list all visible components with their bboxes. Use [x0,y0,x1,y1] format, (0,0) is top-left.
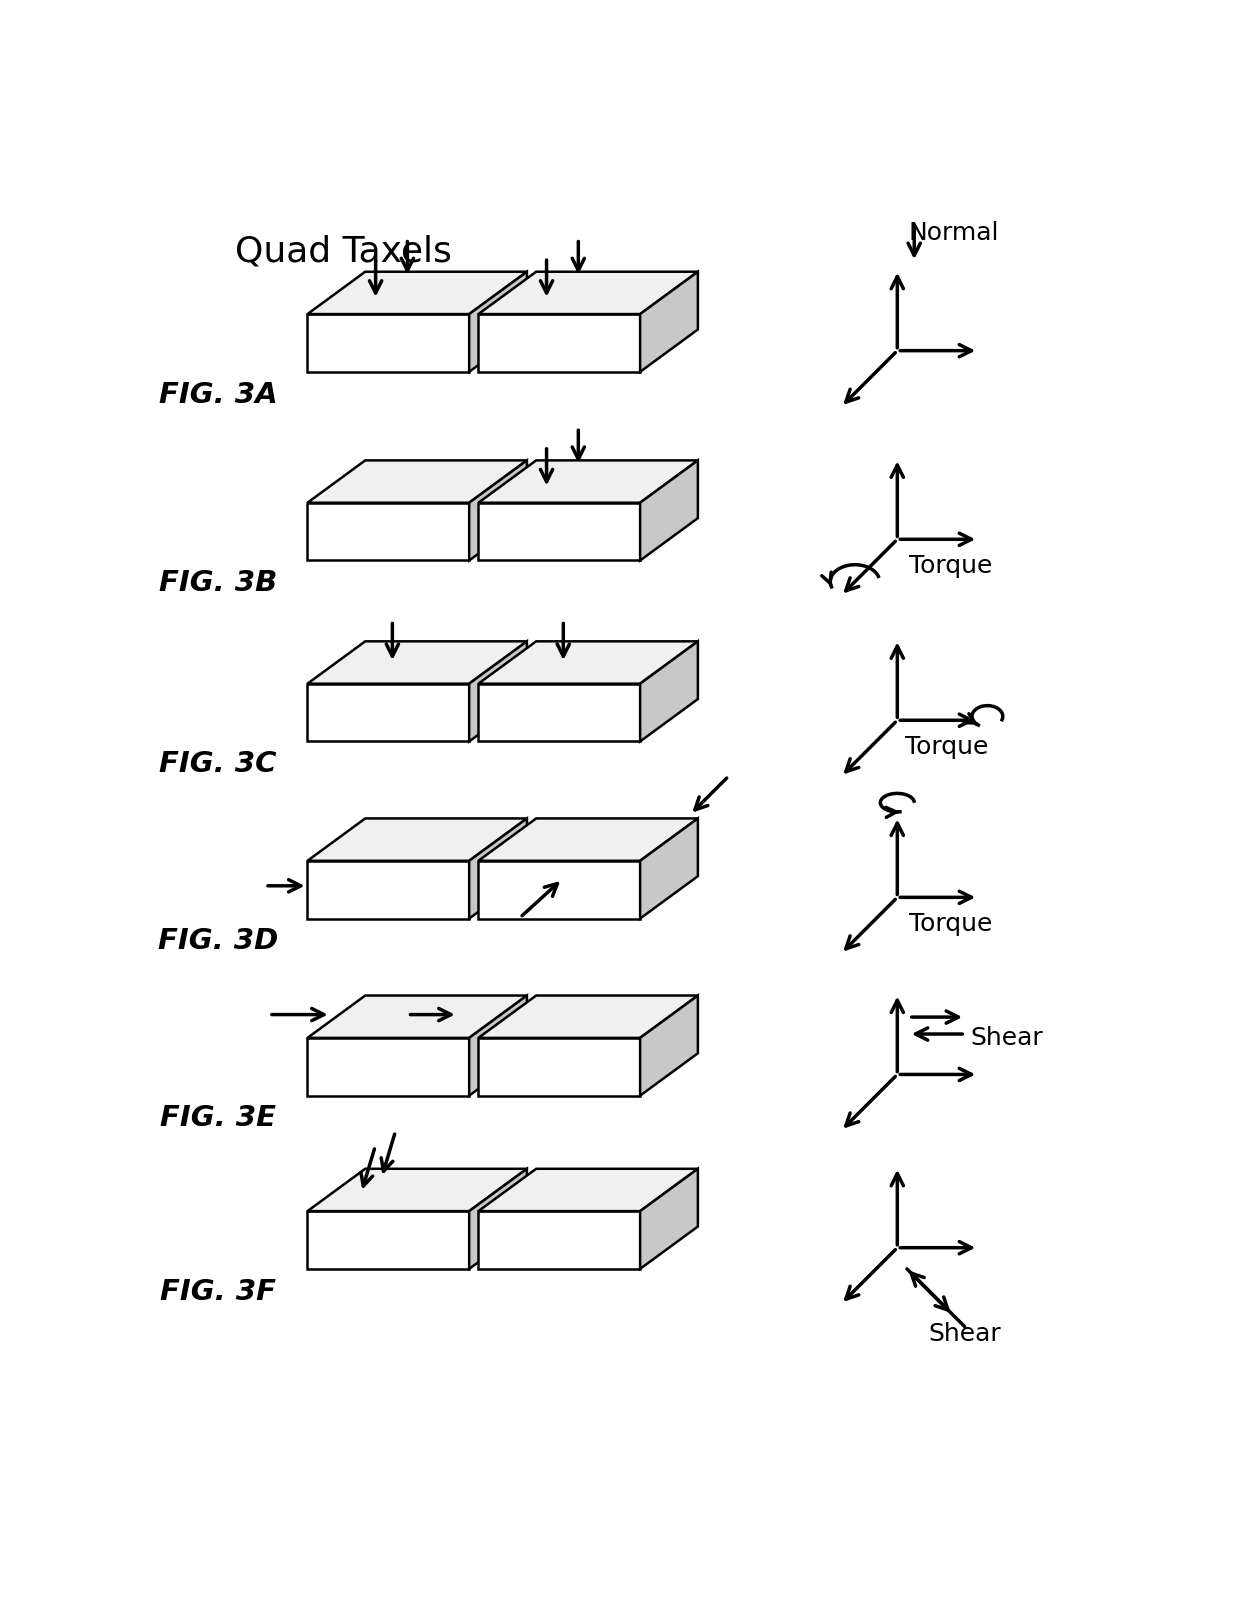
Text: FIG. 3A: FIG. 3A [159,381,278,408]
Polygon shape [308,818,527,862]
Polygon shape [308,1038,469,1096]
Polygon shape [308,273,527,315]
Polygon shape [308,1212,469,1269]
Text: Quad Taxels: Quad Taxels [236,234,451,268]
Polygon shape [479,684,640,742]
Polygon shape [479,1212,640,1269]
Text: Shear: Shear [928,1320,1001,1344]
Polygon shape [479,642,698,684]
Polygon shape [640,996,698,1096]
Polygon shape [640,1169,698,1269]
Polygon shape [469,818,527,918]
Polygon shape [469,642,527,742]
Text: FIG. 3F: FIG. 3F [160,1277,277,1304]
Polygon shape [469,462,527,562]
Polygon shape [308,315,469,373]
Text: FIG. 3C: FIG. 3C [160,749,277,778]
Text: FIG. 3E: FIG. 3E [160,1104,277,1131]
Polygon shape [479,504,640,562]
Polygon shape [308,642,527,684]
Polygon shape [308,462,527,504]
Polygon shape [479,462,698,504]
Text: Normal: Normal [909,221,999,245]
Polygon shape [479,1169,698,1212]
Text: Shear: Shear [971,1025,1043,1049]
Polygon shape [308,996,527,1038]
Polygon shape [308,862,469,918]
Text: Torque: Torque [909,554,992,578]
Polygon shape [479,315,640,373]
Polygon shape [469,1169,527,1269]
Text: FIG. 3B: FIG. 3B [159,568,278,597]
Polygon shape [640,462,698,562]
Polygon shape [640,642,698,742]
Polygon shape [640,273,698,373]
Text: FIG. 3D: FIG. 3D [157,926,278,954]
Polygon shape [479,273,698,315]
Text: Torque: Torque [905,734,988,759]
Polygon shape [479,996,698,1038]
Polygon shape [469,996,527,1096]
Polygon shape [479,818,698,862]
Polygon shape [640,818,698,918]
Polygon shape [479,1038,640,1096]
Polygon shape [469,273,527,373]
Text: Torque: Torque [909,912,992,936]
Polygon shape [308,684,469,742]
Polygon shape [308,504,469,562]
Polygon shape [308,1169,527,1212]
Polygon shape [479,862,640,918]
